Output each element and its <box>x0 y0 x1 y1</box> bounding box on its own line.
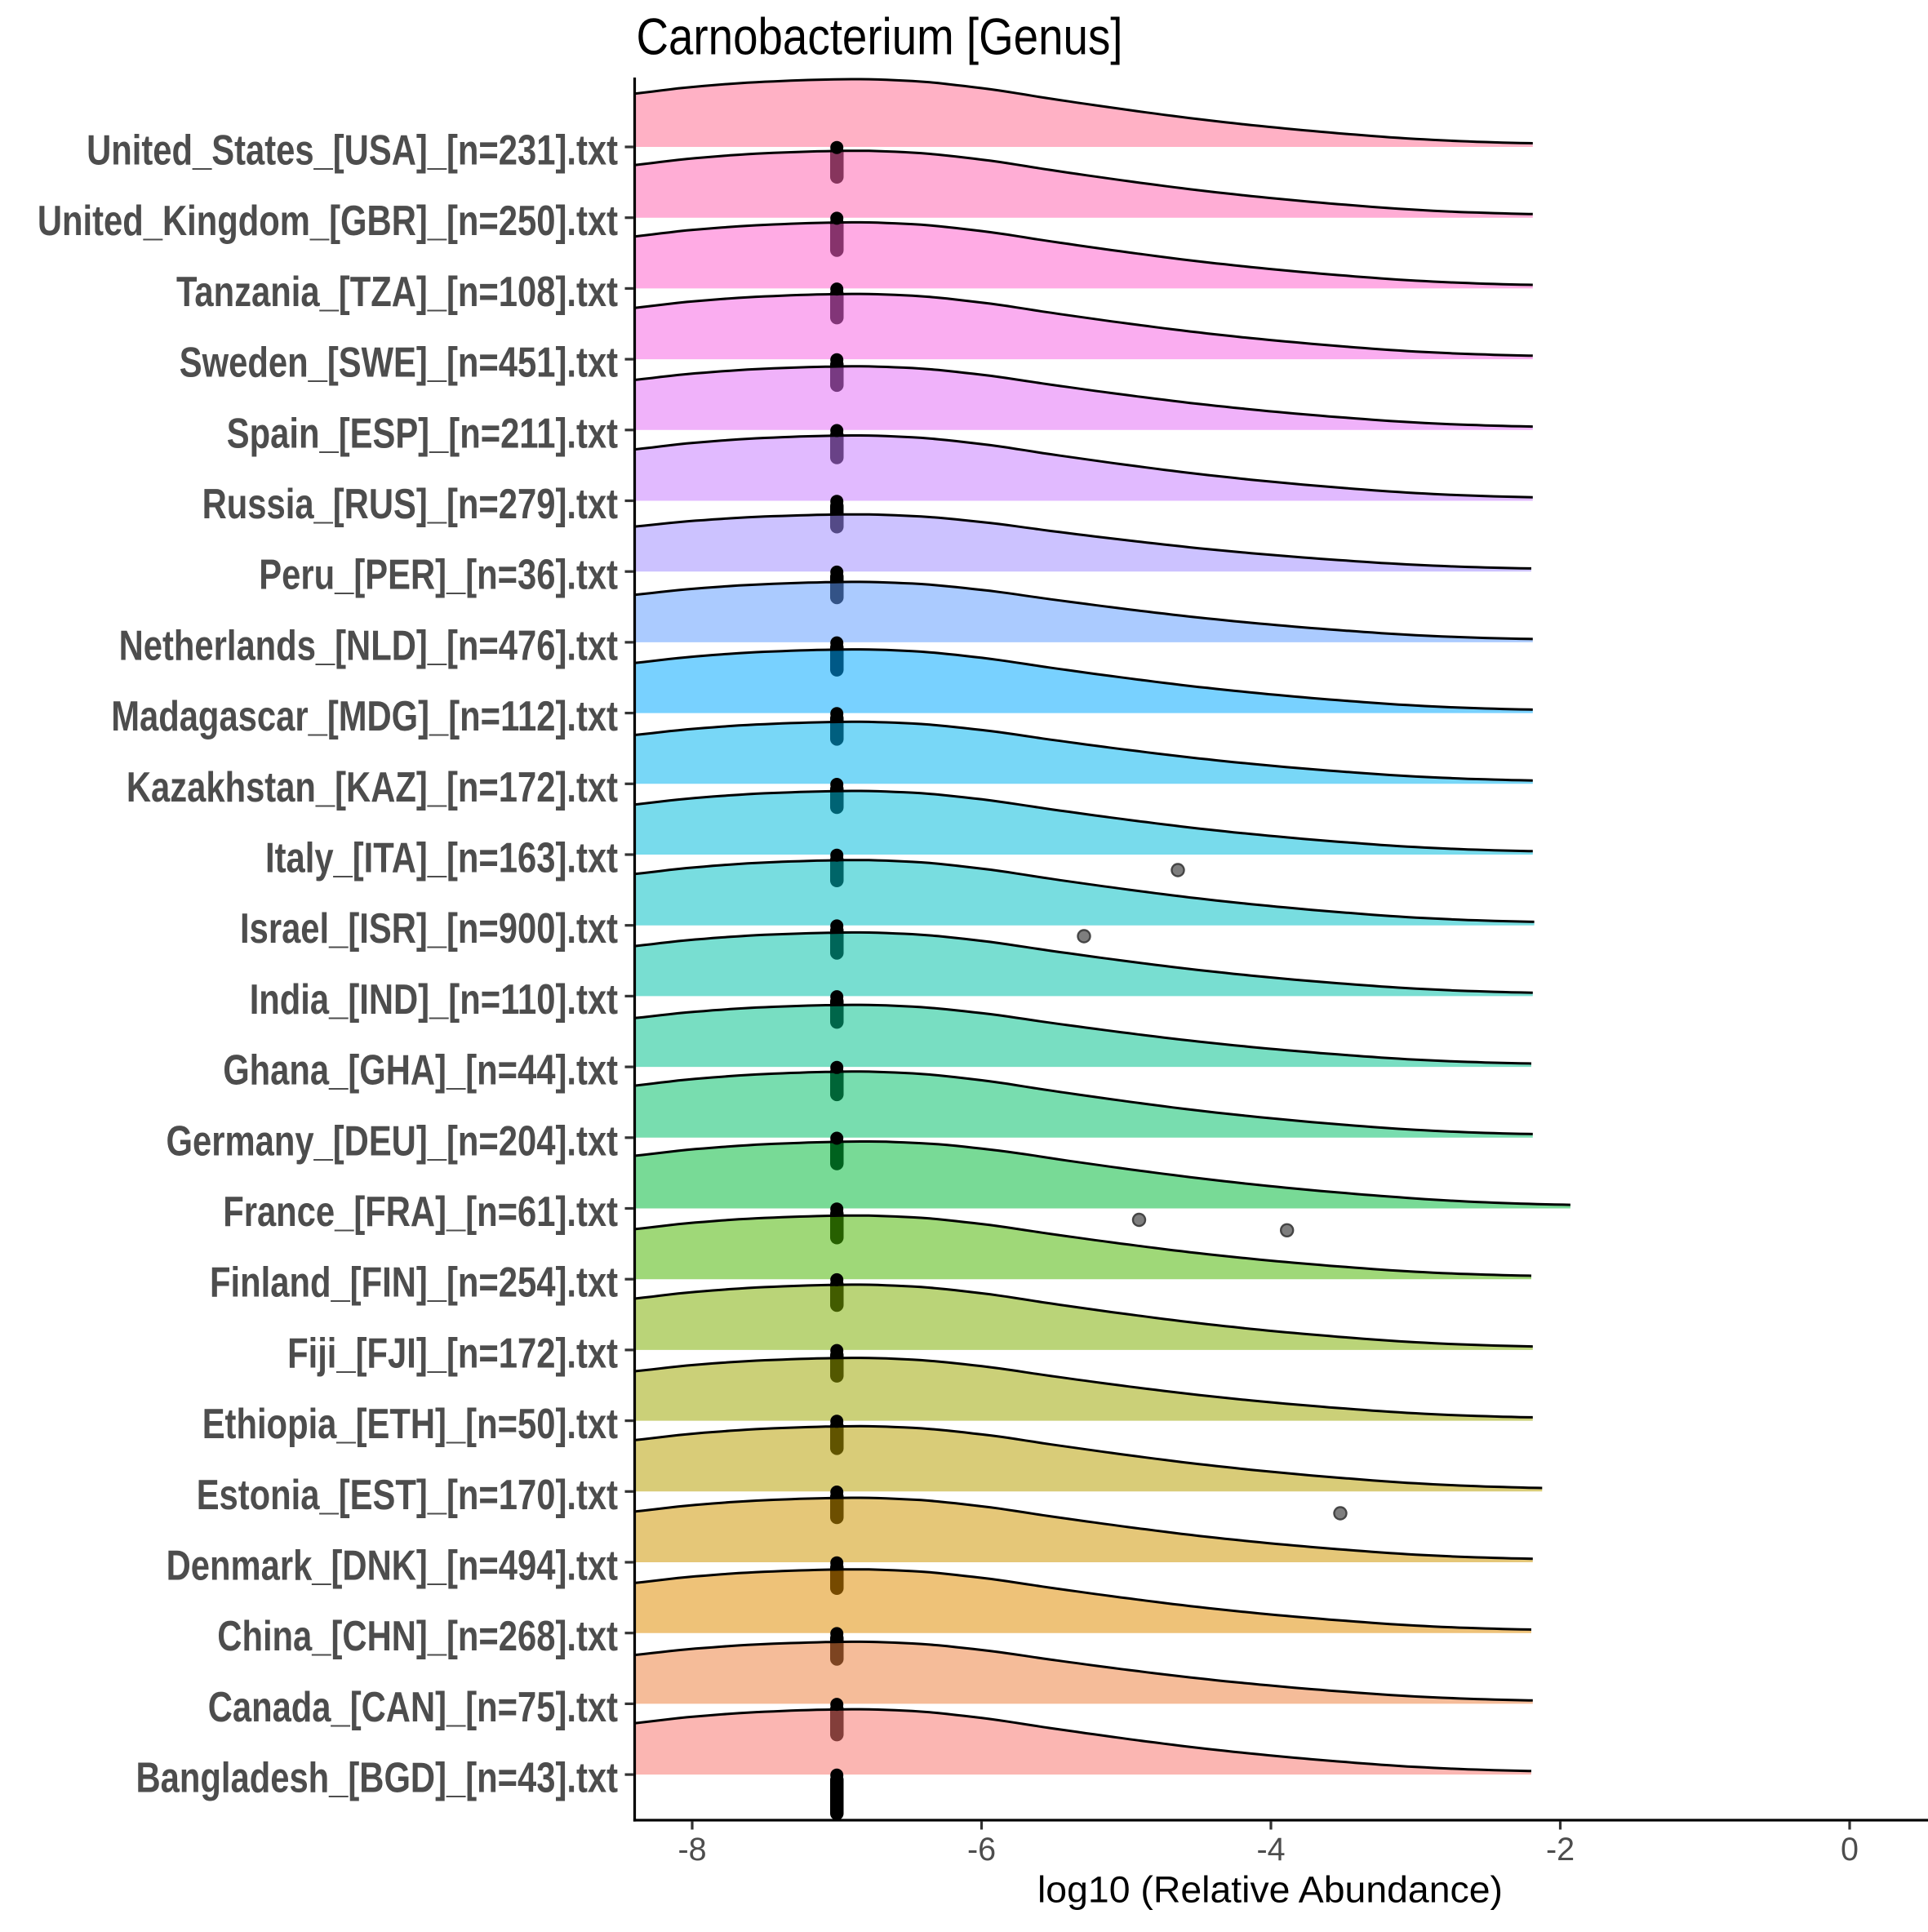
svg-text:Ethiopia_[ETH]_[n=50].txt: Ethiopia_[ETH]_[n=50].txt <box>202 1401 618 1448</box>
svg-text:-6: -6 <box>967 1832 996 1868</box>
svg-text:Israel_[ISR]_[n=900].txt: Israel_[ISR]_[n=900].txt <box>240 905 618 953</box>
svg-text:Italy_[ITA]_[n=163].txt: Italy_[ITA]_[n=163].txt <box>265 835 618 882</box>
svg-text:Bangladesh_[BGD]_[n=43].txt: Bangladesh_[BGD]_[n=43].txt <box>136 1755 619 1802</box>
svg-text:-4: -4 <box>1256 1832 1285 1868</box>
svg-text:Kazakhstan_[KAZ]_[n=172].txt: Kazakhstan_[KAZ]_[n=172].txt <box>127 764 618 811</box>
svg-text:Ghana_[GHA]_[n=44].txt: Ghana_[GHA]_[n=44].txt <box>223 1047 618 1095</box>
svg-text:United_States_[USA]_[n=231].tx: United_States_[USA]_[n=231].txt <box>87 127 618 175</box>
svg-text:United_Kingdom_[GBR]_[n=250].t: United_Kingdom_[GBR]_[n=250].txt <box>38 198 618 245</box>
svg-text:Canada_[CAN]_[n=75].txt: Canada_[CAN]_[n=75].txt <box>208 1684 618 1731</box>
svg-text:-8: -8 <box>677 1832 706 1868</box>
svg-text:0: 0 <box>1841 1832 1859 1868</box>
svg-text:Fiji_[FJI]_[n=172].txt: Fiji_[FJI]_[n=172].txt <box>287 1330 618 1377</box>
svg-text:Spain_[ESP]_[n=211].txt: Spain_[ESP]_[n=211].txt <box>227 410 618 457</box>
svg-text:China_[CHN]_[n=268].txt: China_[CHN]_[n=268].txt <box>217 1613 618 1660</box>
svg-text:Sweden_[SWE]_[n=451].txt: Sweden_[SWE]_[n=451].txt <box>180 340 618 387</box>
svg-text:India_[IND]_[n=110].txt: India_[IND]_[n=110].txt <box>250 976 618 1024</box>
svg-text:log10 (Relative Abundance): log10 (Relative Abundance) <box>1037 1869 1503 1911</box>
svg-text:Netherlands_[NLD]_[n=476].txt: Netherlands_[NLD]_[n=476].txt <box>119 622 618 669</box>
svg-text:Madagascar_[MDG]_[n=112].txt: Madagascar_[MDG]_[n=112].txt <box>111 693 618 740</box>
svg-text:Russia_[RUS]_[n=279].txt: Russia_[RUS]_[n=279].txt <box>202 481 618 528</box>
svg-text:Denmark_[DNK]_[n=494].txt: Denmark_[DNK]_[n=494].txt <box>167 1543 618 1590</box>
svg-text:-2: -2 <box>1546 1832 1575 1868</box>
svg-text:Finland_[FIN]_[n=254].txt: Finland_[FIN]_[n=254].txt <box>210 1259 618 1307</box>
svg-text:France_[FRA]_[n=61].txt: France_[FRA]_[n=61].txt <box>223 1188 618 1236</box>
svg-text:Estonia_[EST]_[n=170].txt: Estonia_[EST]_[n=170].txt <box>197 1472 618 1519</box>
svg-text:Germany_[DEU]_[n=204].txt: Germany_[DEU]_[n=204].txt <box>167 1117 619 1165</box>
svg-text:Peru_[PER]_[n=36].txt: Peru_[PER]_[n=36].txt <box>259 552 618 599</box>
svg-text:Carnobacterium [Genus]: Carnobacterium [Genus] <box>637 8 1123 65</box>
svg-text:Tanzania_[TZA]_[n=108].txt: Tanzania_[TZA]_[n=108].txt <box>176 269 618 316</box>
